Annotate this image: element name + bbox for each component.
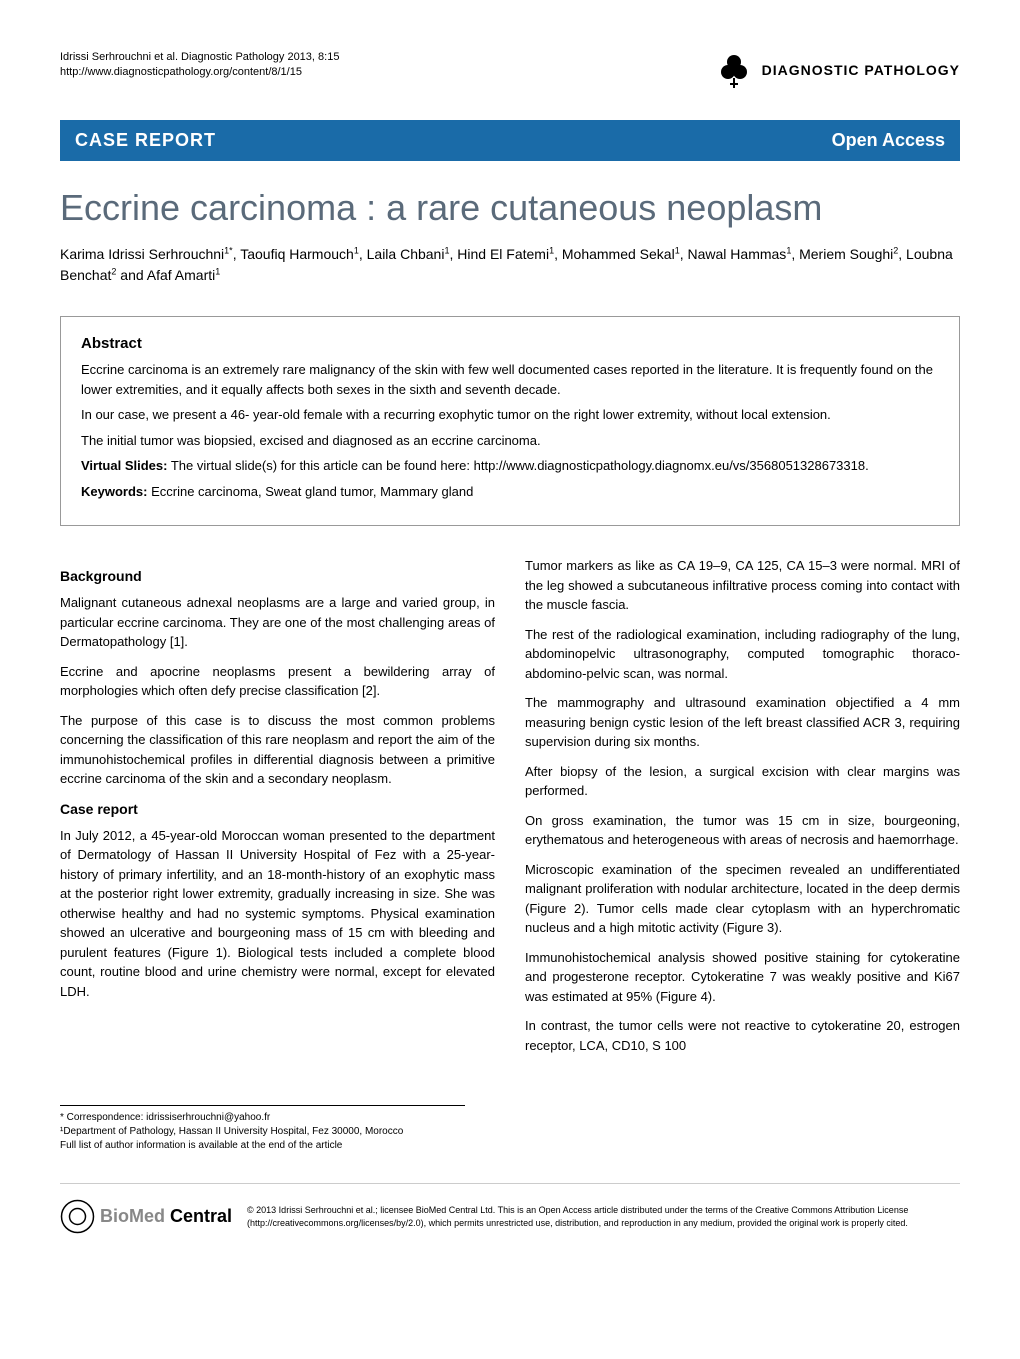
article-type: CASE REPORT: [75, 130, 216, 151]
body-paragraph: After biopsy of the lesion, a surgical e…: [525, 762, 960, 801]
citation-url: http://www.diagnosticpathology.org/conte…: [60, 65, 339, 80]
keywords-label: Keywords:: [81, 484, 147, 499]
body-paragraph: Microscopic examination of the specimen …: [525, 860, 960, 938]
body-paragraph: Tumor markers as like as CA 19–9, CA 125…: [525, 556, 960, 615]
body-paragraph: The purpose of this case is to discuss t…: [60, 711, 495, 789]
abstract-heading: Abstract: [81, 335, 939, 352]
publisher-footer: BioMed Central © 2013 Idrissi Serhrouchn…: [60, 1183, 960, 1234]
virtual-slides-text: The virtual slide(s) for this article ca…: [171, 458, 869, 473]
copyright-text: © 2013 Idrissi Serhrouchni et al.; licen…: [247, 1204, 960, 1229]
open-access-label: Open Access: [832, 130, 945, 151]
abstract-paragraph: Eccrine carcinoma is an extremely rare m…: [81, 360, 939, 399]
background-heading: Background: [60, 566, 495, 587]
virtual-slides-label: Virtual Slides:: [81, 458, 167, 473]
correspondence-email: * Correspondence: idrissiserhrouchni@yah…: [60, 1111, 465, 1125]
body-columns: Background Malignant cutaneous adnexal n…: [60, 556, 960, 1065]
journal-logo-text: DIAGNOSTIC PATHOLOGY: [762, 62, 960, 78]
article-type-banner: CASE REPORT Open Access: [60, 120, 960, 161]
body-paragraph: The rest of the radiological examination…: [525, 625, 960, 684]
body-paragraph: In contrast, the tumor cells were not re…: [525, 1016, 960, 1055]
body-paragraph: Immunohistochemical analysis showed posi…: [525, 948, 960, 1007]
authors-list: Karima Idrissi Serhrouchni1*, Taoufiq Ha…: [60, 244, 960, 286]
abstract-paragraph: In our case, we present a 46- year-old f…: [81, 405, 939, 425]
body-paragraph: Eccrine and apocrine neoplasms present a…: [60, 662, 495, 701]
virtual-slides: Virtual Slides: The virtual slide(s) for…: [81, 456, 939, 476]
correspondence-note: Full list of author information is avail…: [60, 1139, 465, 1153]
keywords: Keywords: Eccrine carcinoma, Sweat gland…: [81, 482, 939, 502]
abstract-paragraph: The initial tumor was biopsied, excised …: [81, 431, 939, 451]
biomed-logo-text: BioMed Central: [100, 1206, 232, 1227]
journal-logo-icon: [714, 50, 754, 90]
keywords-text: Eccrine carcinoma, Sweat gland tumor, Ma…: [151, 484, 473, 499]
article-title: Eccrine carcinoma : a rare cutaneous neo…: [60, 186, 960, 229]
page-header: Idrissi Serhrouchni et al. Diagnostic Pa…: [60, 50, 960, 90]
correspondence-footer: * Correspondence: idrissiserhrouchni@yah…: [60, 1105, 465, 1153]
body-paragraph: On gross examination, the tumor was 15 c…: [525, 811, 960, 850]
body-paragraph: Malignant cutaneous adnexal neoplasms ar…: [60, 593, 495, 652]
journal-logo: DIAGNOSTIC PATHOLOGY: [714, 50, 960, 90]
left-column: Background Malignant cutaneous adnexal n…: [60, 556, 495, 1065]
biomed-logo: BioMed Central: [60, 1199, 232, 1234]
case-report-heading: Case report: [60, 799, 495, 820]
citation: Idrissi Serhrouchni et al. Diagnostic Pa…: [60, 50, 339, 81]
body-paragraph: In July 2012, a 45-year-old Moroccan wom…: [60, 826, 495, 1002]
biomed-logo-icon: [60, 1199, 95, 1234]
correspondence-dept: ¹Department of Pathology, Hassan II Univ…: [60, 1125, 465, 1139]
body-paragraph: The mammography and ultrasound examinati…: [525, 693, 960, 752]
citation-line: Idrissi Serhrouchni et al. Diagnostic Pa…: [60, 50, 339, 65]
right-column: Tumor markers as like as CA 19–9, CA 125…: [525, 556, 960, 1065]
abstract-box: Abstract Eccrine carcinoma is an extreme…: [60, 316, 960, 526]
